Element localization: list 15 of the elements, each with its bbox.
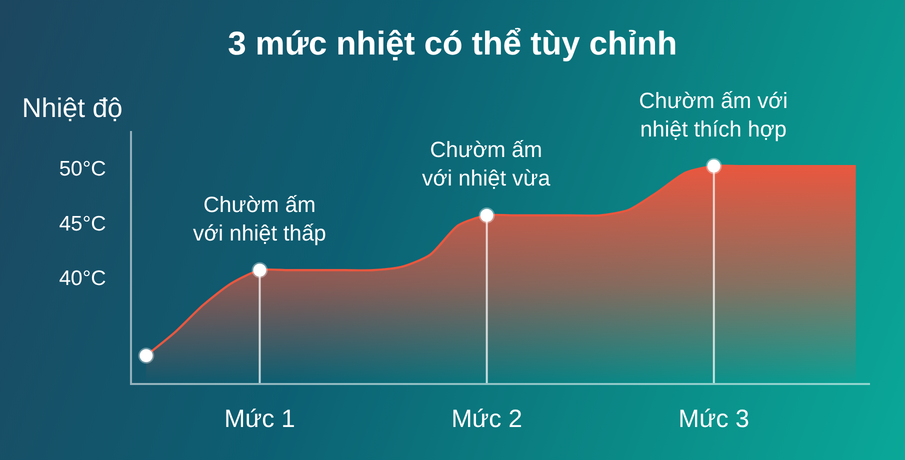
point bbox=[252, 262, 268, 278]
y-axis-title: Nhiệt độ bbox=[22, 93, 123, 123]
x-tick-label: Mức 3 bbox=[678, 404, 750, 433]
point bbox=[478, 207, 495, 224]
annotation: Chườm ấm với nhiệt thấp bbox=[193, 192, 326, 246]
y-tick-label: 45°C bbox=[59, 212, 106, 236]
annotation: Chườm ấm với nhiệt thích hợp bbox=[639, 88, 788, 142]
x-tick-label: Mức 1 bbox=[224, 404, 296, 433]
annotation: Chườm ấm với nhiệt vừa bbox=[422, 137, 551, 191]
y-tick-label: 50°C bbox=[59, 158, 106, 181]
point bbox=[138, 348, 154, 364]
y-tick-label: 40°C bbox=[59, 267, 106, 290]
x-tick-label: Mức 2 bbox=[451, 404, 522, 433]
point bbox=[706, 158, 722, 174]
chart-title: 3 mức nhiệt có thể tùy chỉnh bbox=[228, 24, 678, 62]
